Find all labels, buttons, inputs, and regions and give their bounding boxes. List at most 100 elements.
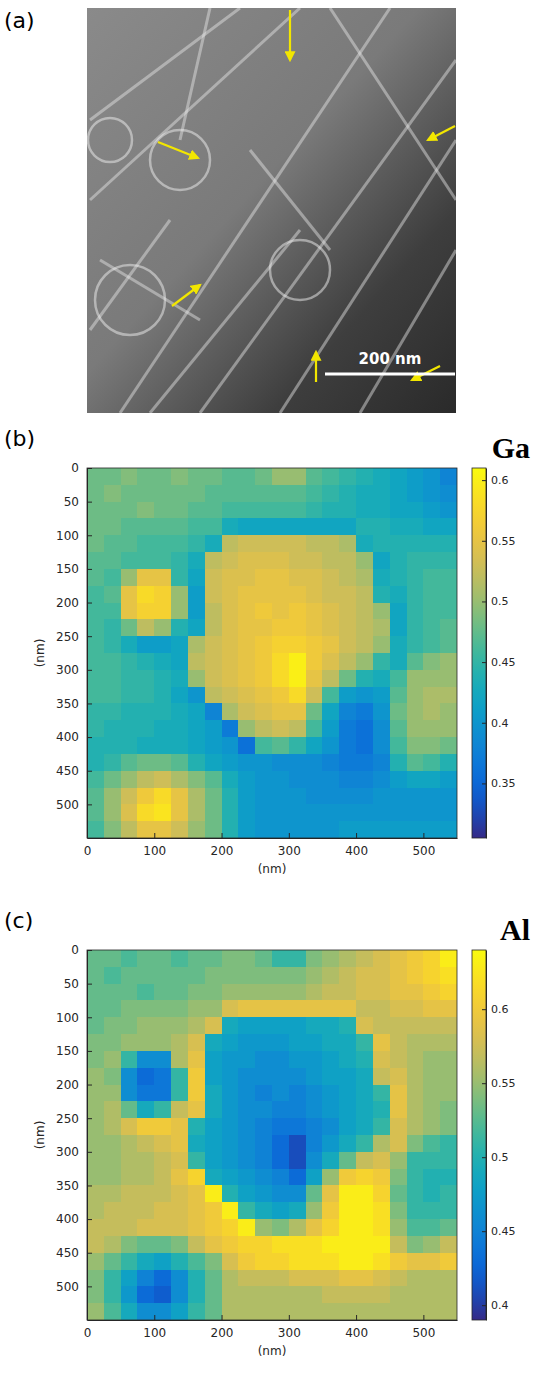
heatmap-cell: [272, 485, 289, 502]
colorbar-tick: 0.5: [482, 595, 509, 608]
heatmap-cell: [423, 518, 440, 535]
heatmap-cell: [255, 1000, 272, 1017]
heatmap-cell: [356, 670, 373, 687]
heatmap-cell: [222, 1051, 239, 1068]
heatmap-cell: [87, 1034, 104, 1051]
dislocation-streak: [250, 150, 330, 250]
y-tick: 50: [64, 977, 92, 991]
heatmap-cell: [272, 1185, 289, 1202]
heatmap-cell: [104, 821, 121, 838]
colorbar-axis-line: [486, 469, 487, 839]
heatmap-cell: [188, 586, 205, 603]
heatmap-cell: [390, 518, 407, 535]
heatmap-cell: [272, 1286, 289, 1303]
heatmap-cell: [423, 569, 440, 586]
heatmap-cell: [171, 1202, 188, 1219]
heatmap-cell: [272, 754, 289, 771]
heatmap-cell: [222, 1270, 239, 1287]
heatmap-cell: [188, 1118, 205, 1135]
micrograph: [87, 8, 456, 413]
colorbar-tick-mark: [482, 1305, 486, 1306]
heatmap-cell: [440, 1236, 457, 1253]
heatmap-cell: [289, 1034, 306, 1051]
heatmap-cell: [390, 1118, 407, 1135]
heatmap-cell: [255, 603, 272, 620]
arrow: [172, 285, 200, 306]
heatmap-cell: [322, 1185, 339, 1202]
x-tick: 500: [412, 833, 435, 858]
y-tick-mark: [87, 569, 92, 570]
x-tick-label: 300: [278, 844, 301, 858]
heatmap-cell: [104, 804, 121, 821]
colorbar-tick-label: 0.35: [491, 777, 516, 790]
heatmap-cell: [188, 1270, 205, 1287]
heatmap-cell: [373, 1202, 390, 1219]
heatmap-cell: [440, 1303, 457, 1320]
colorbar-tick: 0.6: [482, 474, 509, 487]
heatmap-cell: [356, 1303, 373, 1320]
heatmap-cell: [272, 1118, 289, 1135]
heatmap-cell: [104, 468, 121, 485]
heatmap-cell: [104, 967, 121, 984]
heatmap-cell: [87, 771, 104, 788]
heatmap-cell: [188, 619, 205, 636]
heatmap-cell: [373, 1068, 390, 1085]
heatmap-cell: [407, 1051, 424, 1068]
y-tick-label: 150: [56, 562, 79, 576]
heatmap-cell: [238, 788, 255, 805]
heatmap-cell: [137, 720, 154, 737]
y-tick-mark: [87, 737, 92, 738]
heatmap-cell: [373, 1286, 390, 1303]
heatmap-cell: [87, 485, 104, 502]
heatmap-cell: [104, 552, 121, 569]
heatmap-cell: [356, 502, 373, 519]
y-axis-title: (nm): [33, 639, 47, 668]
heatmap-cell: [440, 518, 457, 535]
heatmap-cell: [339, 1017, 356, 1034]
heatmap-cell: [121, 1236, 138, 1253]
heatmap-cell: [390, 1017, 407, 1034]
y-tick: 50: [64, 495, 92, 509]
heatmap-cell: [121, 569, 138, 586]
heatmap-cell: [255, 1068, 272, 1085]
heatmap-cell: [255, 535, 272, 552]
heatmap-cell: [238, 653, 255, 670]
x-tick-label: 100: [143, 1326, 166, 1340]
heatmap-cell: [188, 1017, 205, 1034]
heatmap-cell: [171, 468, 188, 485]
heatmap-cell: [306, 1034, 323, 1051]
heatmap-cell: [356, 1034, 373, 1051]
heatmap-cell: [87, 1135, 104, 1152]
heatmap-cell: [104, 737, 121, 754]
heatmap-cell: [104, 653, 121, 670]
heatmap-cell: [238, 1068, 255, 1085]
heatmap-cell: [87, 1236, 104, 1253]
heatmap-cell: [289, 502, 306, 519]
y-tick-label: 350: [56, 697, 79, 711]
heatmap-cell: [121, 1051, 138, 1068]
heatmap-cell: [390, 703, 407, 720]
dislocation-streak: [360, 250, 456, 413]
heatmap-cell: [440, 1068, 457, 1085]
heatmap-cell: [306, 670, 323, 687]
heatmap-cell: [87, 821, 104, 838]
heatmap-cell: [289, 569, 306, 586]
y-tick: 400: [56, 730, 92, 744]
heatmap-cell: [121, 1034, 138, 1051]
heatmap-cell: [306, 586, 323, 603]
heatmap-cell: [407, 535, 424, 552]
heatmap-cell: [171, 1135, 188, 1152]
heatmap-cell: [205, 502, 222, 519]
heatmap-cell: [440, 552, 457, 569]
y-tick: 350: [56, 1179, 92, 1193]
heatmap-cell: [171, 737, 188, 754]
heatmap-cell: [238, 468, 255, 485]
heatmap-cell: [255, 1135, 272, 1152]
heatmap-cell: [407, 653, 424, 670]
heatmap-cell: [322, 1152, 339, 1169]
heatmap-cell: [255, 950, 272, 967]
heatmap-cell: [121, 1253, 138, 1270]
heatmap-cell: [440, 720, 457, 737]
heatmap-cell: [205, 1219, 222, 1236]
x-axis-line: [88, 1320, 458, 1321]
